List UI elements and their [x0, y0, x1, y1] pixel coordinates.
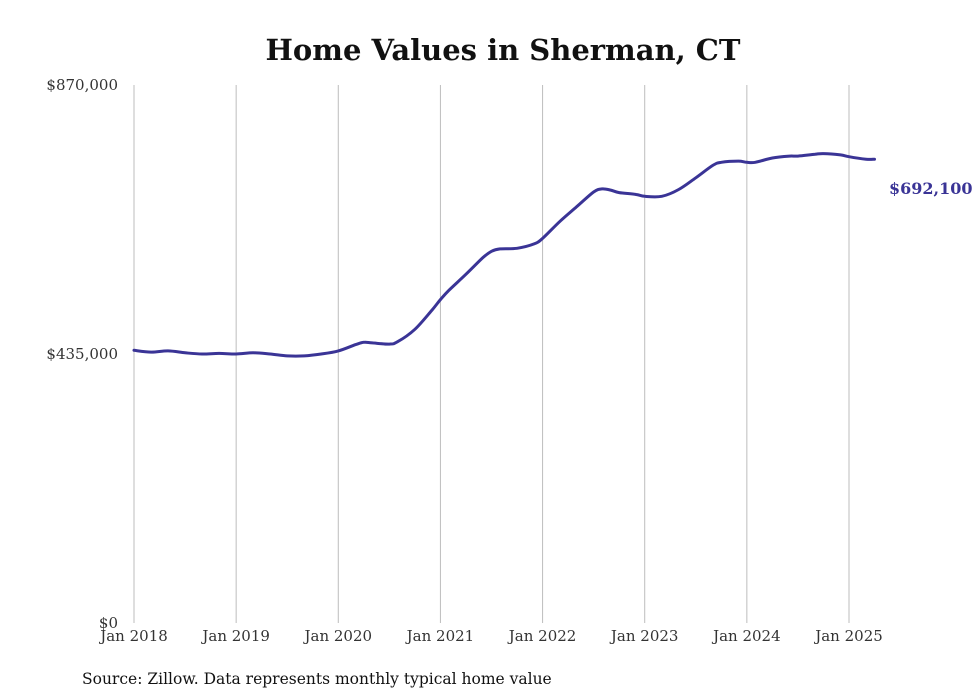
source-note: Source: Zillow. Data represents monthly … — [82, 670, 552, 688]
y-axis: $0 $435,000 $870,000 — [46, 76, 118, 632]
x-tick-label: Jan 2023 — [609, 627, 679, 645]
y-tick-label: $0 — [99, 614, 118, 632]
chart-title: Home Values in Sherman, CT — [266, 33, 741, 67]
x-tick-label: Jan 2024 — [711, 627, 781, 645]
y-tick-label: $435,000 — [46, 345, 118, 363]
x-tick-label: Jan 2020 — [303, 627, 373, 645]
grid-layer — [133, 85, 850, 623]
x-tick-label: Jan 2025 — [813, 627, 883, 645]
x-tick-label: Jan 2021 — [405, 627, 475, 645]
y-tick-label: $870,000 — [46, 76, 118, 94]
series-line-home-value — [132, 152, 876, 358]
x-tick-label: Jan 2022 — [507, 627, 577, 645]
x-tick-label: Jan 2018 — [98, 627, 168, 645]
x-axis: Jan 2018 Jan 2019 Jan 2020 Jan 2021 Jan 2022… — [98, 627, 883, 645]
end-value-label: $692,100 — [889, 179, 973, 198]
x-tick-label: Jan 2019 — [200, 627, 270, 645]
